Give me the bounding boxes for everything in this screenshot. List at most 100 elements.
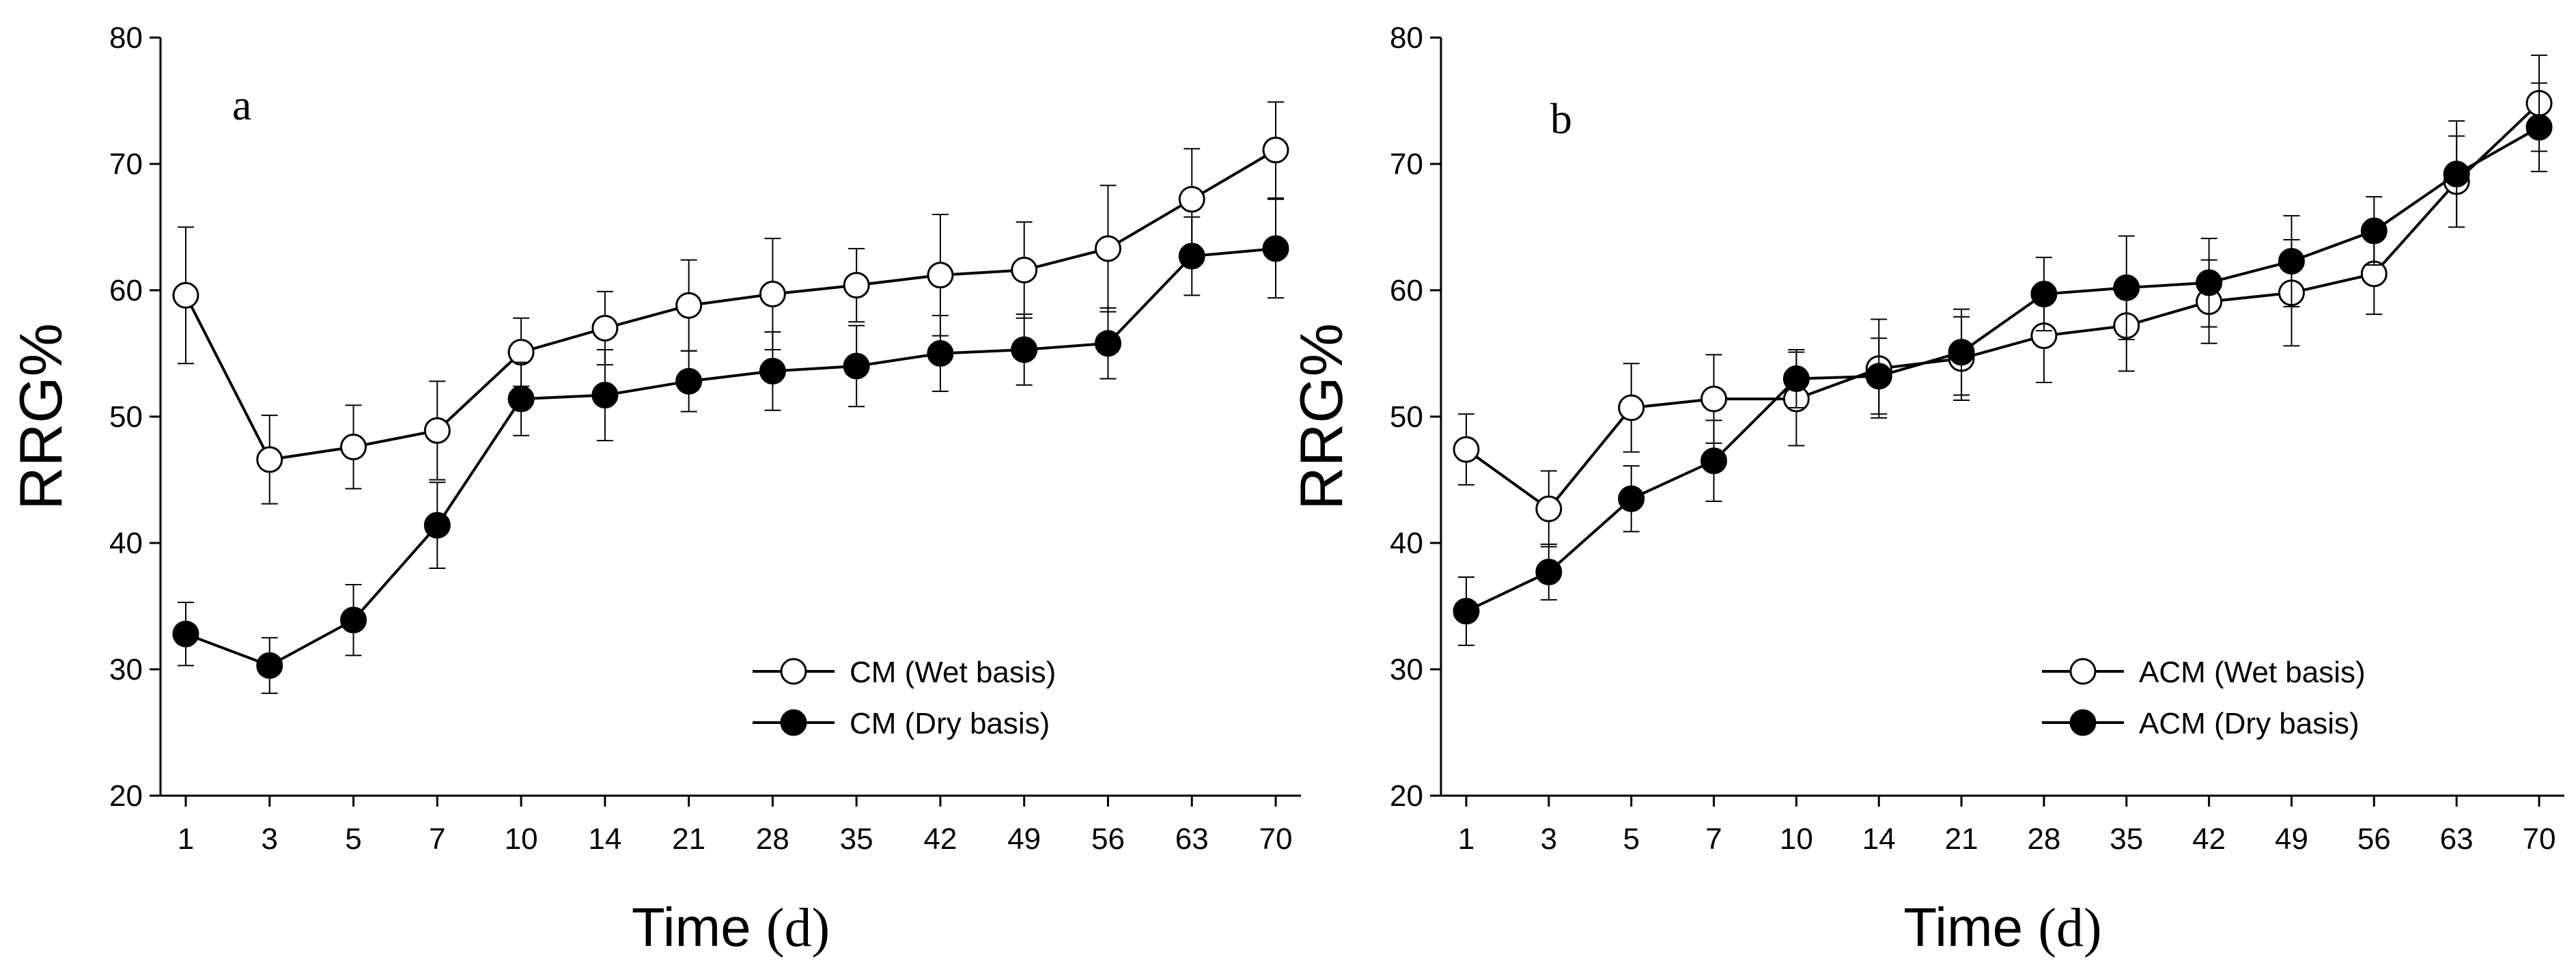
legend-marker [2069,658,2097,685]
x-tick-label: 63 [1175,822,1209,856]
data-point [1700,447,1728,475]
y-tick-label: 30 [1390,653,1423,686]
y-tick-label: 20 [109,779,143,813]
series-line [185,247,1276,667]
x-tick-label: 35 [2110,822,2143,856]
x-tick-label: 49 [2275,822,2308,856]
x-tick-label: 21 [672,822,705,856]
data-point [759,281,786,308]
x-tick-label: 63 [2440,822,2474,856]
x-tick-label: 42 [923,822,957,856]
data-point [340,433,367,460]
data-point [507,339,535,366]
data-point [2196,269,2223,296]
y-tick-label: 60 [1390,274,1423,307]
series-wet [1453,54,2553,548]
legend-entry-dry: CM (Dry basis) [753,707,1050,740]
legend-label: ACM (Wet basis) [2139,656,2366,689]
y-axis-title: RRG% [1287,323,1355,510]
panel-label: b [1550,94,1572,143]
x-tick-label: 7 [1705,822,1722,856]
data-point [1618,485,1645,512]
series-line [1465,102,2540,511]
data-point [172,281,199,309]
data-point [1865,363,1892,390]
y-tick-label: 20 [1390,779,1423,813]
data-point [340,606,367,634]
x-tick-label: 1 [1458,822,1474,856]
x-axis-title-unit: (d) [766,898,830,958]
series-wet [172,101,1289,505]
data-point [675,292,703,319]
legend-label: CM (Dry basis) [850,707,1050,740]
data-point [1948,339,1975,366]
data-point [256,446,283,473]
data-point [1178,186,1205,213]
x-tick-label: 28 [756,822,789,856]
legend-marker [780,658,807,685]
series-dry [172,198,1289,695]
x-tick-label: 14 [588,822,621,856]
y-tick-label: 50 [109,400,143,434]
y-tick-label: 70 [109,148,143,181]
data-point [1262,235,1289,262]
x-tick-label: 56 [2357,822,2391,856]
data-point [1535,495,1563,522]
data-point [591,315,619,341]
x-axis-title: Time (d) [632,897,830,958]
data-point [2278,247,2305,275]
x-tick-label: 42 [2192,822,2226,856]
data-point [256,652,283,679]
y-tick-label: 80 [109,21,143,55]
data-point [1011,256,1038,283]
x-tick-label: 5 [1623,822,1639,856]
data-point [172,620,199,647]
y-tick-label: 30 [109,653,143,686]
data-point [1453,598,1480,625]
x-tick-label: 7 [429,822,445,856]
y-axis-title: RRG% [7,323,74,510]
x-tick-label: 35 [840,822,873,856]
y-tick-label: 70 [1390,148,1423,181]
legend-marker [2069,709,2097,736]
data-point [507,385,535,413]
data-point [423,417,451,444]
x-tick-label: 21 [1945,822,1978,856]
data-point [927,262,954,289]
data-point [1535,559,1563,586]
x-tick-label: 14 [1862,822,1896,856]
data-point [1094,235,1121,262]
legend-label: CM (Wet basis) [850,656,1056,689]
data-point [1700,385,1728,413]
legend-entry-wet: ACM (Wet basis) [2042,656,2366,689]
data-point [1262,137,1289,164]
y-tick-label: 60 [109,274,143,307]
x-tick-label: 49 [1007,822,1041,856]
series-dry [1453,82,2553,646]
x-tick-label: 70 [1259,822,1293,856]
y-tick-label: 80 [1390,21,1423,55]
data-point [591,382,619,409]
data-point [423,512,451,539]
data-point [1782,365,1810,392]
y-tick-label: 40 [1390,527,1423,560]
data-point [675,367,703,395]
data-point [927,340,954,367]
x-axis-title-unit: (d) [2038,898,2101,958]
data-point [2113,274,2140,301]
x-tick-label: 10 [1780,822,1813,856]
x-tick-label: 10 [505,822,538,856]
x-axis-title-main: Time [632,897,766,958]
series-line [184,148,1277,462]
y-tick-label: 50 [1390,400,1423,434]
data-point [1453,436,1480,463]
data-point [759,357,786,385]
legend-entry-wet: CM (Wet basis) [753,656,1056,689]
x-tick-label: 3 [262,822,278,856]
x-axis-title-main: Time [1903,897,2038,958]
x-tick-label: 5 [345,822,361,856]
data-point [2443,160,2470,188]
data-point [843,352,870,380]
